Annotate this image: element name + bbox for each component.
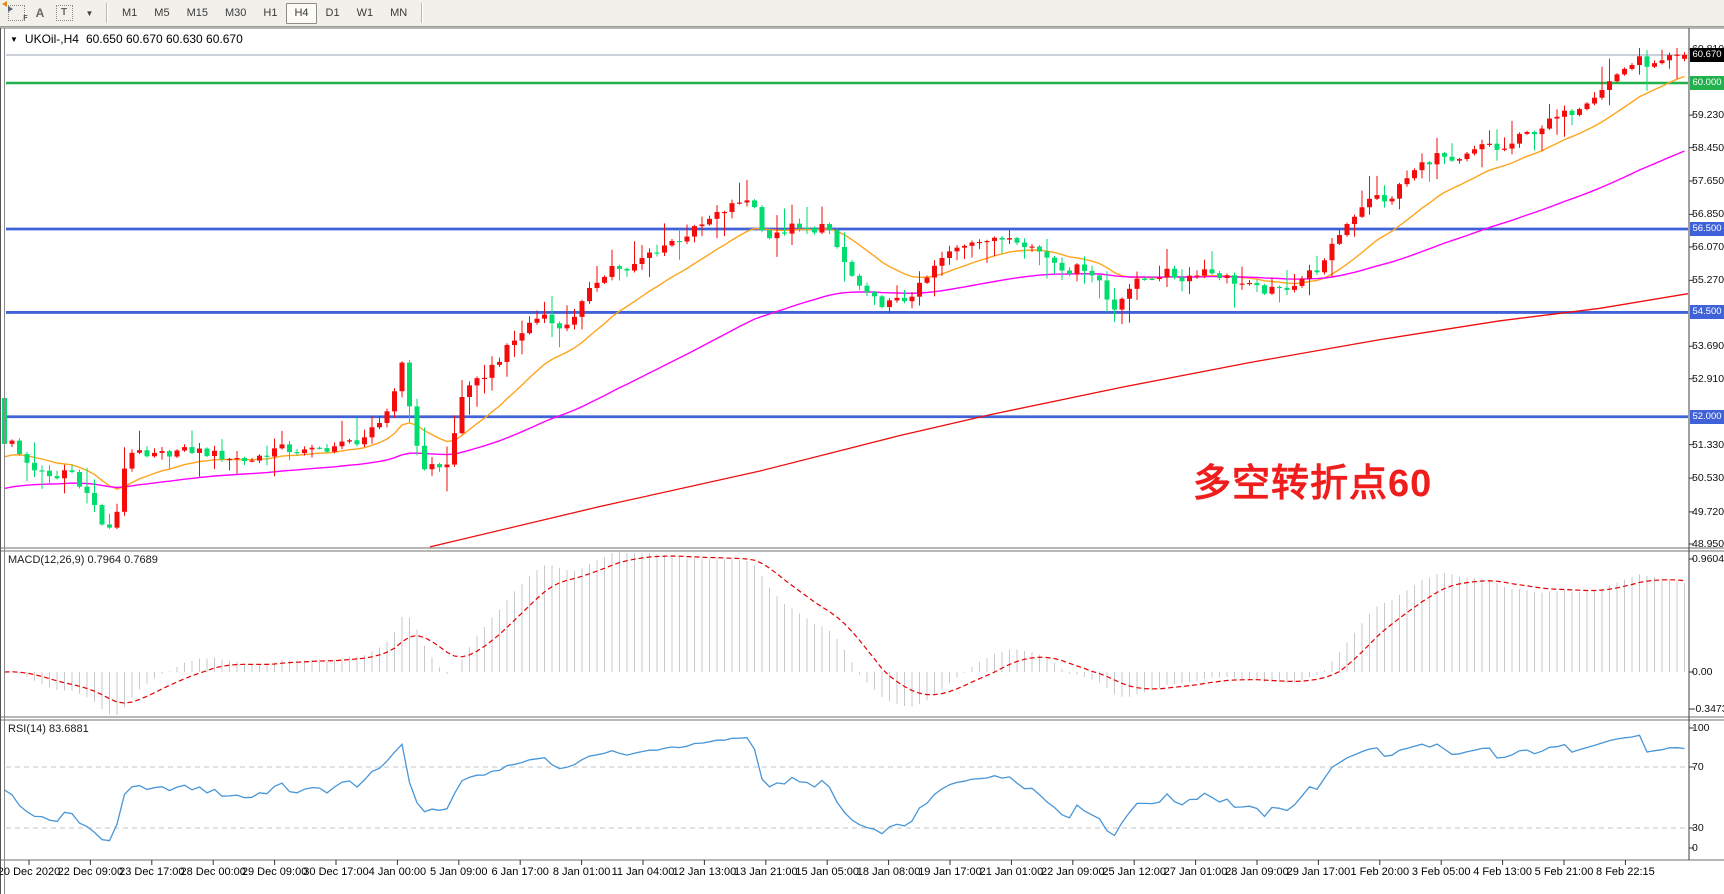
time-axis-label: 4 Feb 13:00 <box>1473 866 1532 878</box>
time-axis-label: 11 Jan 04:00 <box>611 866 675 878</box>
text-label-icon[interactable]: A <box>35 6 45 20</box>
time-axis-label: 25 Jan 12:00 <box>1102 866 1166 878</box>
time-axis-label: 29 Jan 17:00 <box>1286 866 1351 878</box>
timeframe-button-M5[interactable]: M5 <box>154 7 170 19</box>
time-axis-label: 8 Jan 01:00 <box>552 866 611 878</box>
objects-arrows-icon[interactable]: ▼ <box>2 1 99 23</box>
price-axis-label: 53.690 <box>1692 340 1724 353</box>
t-box-icon: T <box>55 5 73 21</box>
chevron-down-icon: ▼ <box>85 8 94 18</box>
toolbar-separator <box>106 3 108 23</box>
price-badge-60.000: 60.000 <box>1690 76 1724 90</box>
timeframe-button-H4[interactable]: H4 <box>286 2 317 24</box>
time-axis-label: 12 Jan 13:00 <box>672 866 737 878</box>
price-axis-label: 49.720 <box>1692 505 1724 518</box>
arrows-icon <box>2 1 13 12</box>
timeframe-button-W1[interactable]: W1 <box>356 7 374 19</box>
toolbar-separator <box>421 3 424 23</box>
text-box-icon[interactable]: T <box>53 3 75 23</box>
rsi-axis-label: 0 <box>1692 842 1698 854</box>
timeframe-button-MN[interactable]: MN <box>390 7 408 19</box>
timeframe-button-H1[interactable]: H1 <box>263 7 278 19</box>
chart-annotation-text: 多空转折点60 <box>1193 463 1433 505</box>
price-badge-56.500: 56.500 <box>1690 222 1724 237</box>
rsi-axis-label: 30 <box>1692 822 1704 834</box>
time-axis-label: 6 Jan 17:00 <box>491 866 549 878</box>
time-axis-label: 28 Dec 00:00 <box>180 866 246 878</box>
macd-axis-label: 0.9604 <box>1692 553 1724 565</box>
time-axis-label: 22 Dec 09:00 <box>57 866 124 878</box>
time-axis-label: 8 Feb 22:15 <box>1596 866 1655 878</box>
time-axis-label: 20 Dec 2020 <box>0 866 61 878</box>
macd-axis-label: 0.00 <box>1692 666 1713 678</box>
price-axis-label: 58.450 <box>1692 141 1724 154</box>
frame-icon: F <box>7 5 28 22</box>
price-badge-54.500: 54.500 <box>1690 305 1724 320</box>
time-axis-label: 13 Jan 21:00 <box>733 866 798 878</box>
ohlc-quote-label: 60.650 60.670 60.630 60.670 <box>85 32 243 46</box>
time-axis-label: 30 Dec 17:00 <box>303 866 369 878</box>
symbol-timeframe-label: UKOil-,H4 <box>24 32 79 46</box>
price-axis-label: 56.070 <box>1692 240 1724 253</box>
time-axis-label: 18 Jan 08:00 <box>856 866 921 878</box>
chart-title: ▼ UKOil-,H4 60.650 60.670 60.630 60.670 <box>10 32 243 46</box>
time-axis-label: 29 Dec 09:00 <box>241 866 308 878</box>
time-axis-label: 27 Jan 01:00 <box>1163 866 1228 878</box>
timeframe-button-M1[interactable]: M1 <box>122 7 138 19</box>
price-axis-label: 51.330 <box>1692 438 1724 451</box>
price-badge-52.000: 52.000 <box>1690 409 1724 424</box>
price-axis-label: 55.270 <box>1692 274 1724 287</box>
time-axis-label: 28 Jan 09:00 <box>1225 866 1289 878</box>
price-axis-label: 52.910 <box>1692 372 1724 385</box>
rsi-axis-label: 70 <box>1692 761 1704 773</box>
timeframe-button-D1[interactable]: D1 <box>325 7 340 19</box>
time-axis-label: 4 Jan 00:00 <box>368 866 427 878</box>
time-axis-label: 1 Feb 20:00 <box>1350 866 1410 878</box>
time-axis-label: 23 Dec 17:00 <box>119 866 185 878</box>
rsi-axis-label: 100 <box>1692 722 1710 734</box>
macd-indicator-label: MACD(12,26,9) 0.7964 0.7689 <box>8 554 158 566</box>
toolbar: F A T ▼ M1 M5 M15 M30 H1 H4 D1 W1 MN <box>0 0 1724 27</box>
timeframe-button-group: M1 M5 M15 M30 H1 H4 D1 W1 MN <box>114 2 415 24</box>
time-axis-label: 22 Jan 09:00 <box>1040 866 1105 878</box>
macd-axis-label: -0.3473 <box>1692 703 1724 715</box>
price-axis-label: 50.530 <box>1692 472 1724 485</box>
rsi-indicator-label: RSI(14) 83.6881 <box>8 723 89 735</box>
time-axis-label: 19 Jan 17:00 <box>918 866 982 878</box>
time-axis-label: 3 Feb 05:00 <box>1411 866 1471 878</box>
time-axis-label: 21 Jan 01:00 <box>979 866 1044 878</box>
time-axis-label: 5 Jan 09:00 <box>430 866 488 878</box>
price-axis-label: 57.650 <box>1692 175 1724 188</box>
chevron-down-icon: ▼ <box>10 34 18 44</box>
time-axis-label: 5 Feb 21:00 <box>1534 866 1594 878</box>
price-axis-label: 56.850 <box>1692 208 1724 221</box>
price-axis-label: 59.230 <box>1692 109 1724 122</box>
indicators-frame-icon[interactable]: F <box>5 3 28 23</box>
time-axis-label: 15 Jan 05:00 <box>795 866 859 878</box>
price-axis-label: 48.950 <box>1692 538 1724 550</box>
timeframe-button-M15[interactable]: M15 <box>186 7 208 19</box>
timeframe-button-M30[interactable]: M30 <box>224 7 247 19</box>
price-badge-60.670: 60.670 <box>1690 48 1724 63</box>
